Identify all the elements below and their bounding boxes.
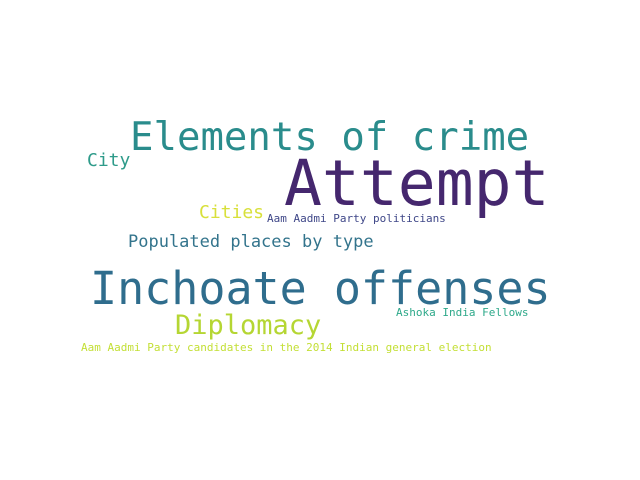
word-attempt: Attempt xyxy=(284,152,550,215)
word-aam-aadmi-party-politicians: Aam Aadmi Party politicians xyxy=(267,213,446,224)
word-cloud: Elements of crime Attempt City Cities Aa… xyxy=(78,108,578,362)
word-ashoka-india-fellows: Ashoka India Fellows xyxy=(396,307,528,318)
word-city: City xyxy=(87,152,130,170)
word-aam-aadmi-party-candidates-2014: Aam Aadmi Party candidates in the 2014 I… xyxy=(81,342,492,353)
word-cities: Cities xyxy=(199,204,264,222)
word-inchoate-offenses: Inchoate offenses xyxy=(90,266,551,311)
word-diplomacy: Diplomacy xyxy=(175,312,321,339)
word-populated-places-by-type: Populated places by type xyxy=(128,234,374,251)
